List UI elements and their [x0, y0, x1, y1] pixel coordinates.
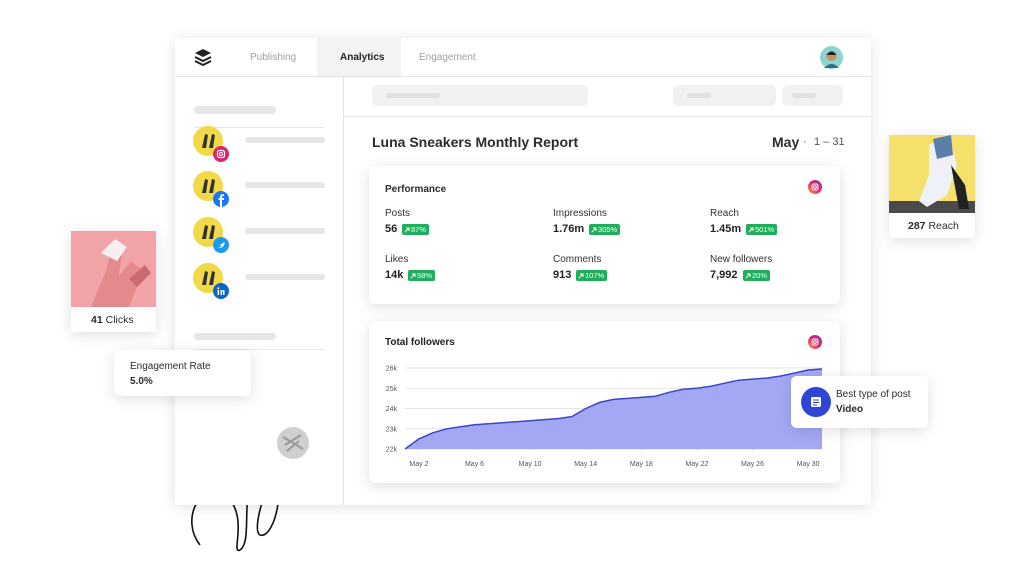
logo: [194, 49, 212, 67]
account-avatar: [193, 263, 229, 299]
divider: [194, 127, 324, 128]
thumbnail: [277, 427, 309, 459]
line: [404, 368, 823, 450]
account-avatar: [193, 126, 229, 162]
skeleton: [782, 85, 843, 106]
nav-tab[interactable]: Analytics: [340, 52, 385, 63]
metric-label: Likes: [385, 254, 409, 265]
metric-value: 14k: [385, 269, 404, 281]
nav-tab[interactable]: Publishing: [250, 52, 297, 63]
metric-value: 7,992: [710, 269, 738, 281]
y-tick-label: 24k: [386, 406, 398, 413]
chart: Total followers 22k 23k 24k 25k 26k May 2 May …: [385, 337, 823, 468]
account-avatar: [193, 171, 229, 207]
post-type-value: Video: [836, 404, 864, 415]
change-value: 305%: [598, 225, 618, 234]
x-tick-label: May 14: [574, 461, 597, 468]
reach-value: 287: [908, 220, 926, 232]
account-avatar: [193, 217, 229, 253]
skeleton: [372, 85, 588, 106]
report-title: Luna Sneakers Monthly Report: [372, 134, 579, 150]
metric-label: Impressions: [553, 208, 607, 219]
performance-card: Performance Posts 56 87% Impressions 1.76m 30…: [369, 166, 840, 304]
instagram-icon: [808, 335, 822, 349]
metric-value: 1.76m: [553, 223, 585, 235]
active-tab-bg: [317, 38, 401, 76]
clicks-label: Clicks: [105, 314, 134, 326]
skeleton: [245, 182, 325, 188]
chart-title: Total followers: [385, 337, 455, 348]
post-type-card: Best type of post Video: [791, 376, 928, 428]
arrow-up-icon: [404, 227, 410, 233]
change-value: 501%: [755, 225, 775, 234]
top-nav: Publishing Analytics Engagement: [175, 38, 871, 77]
y-tick-label: 22k: [386, 447, 398, 454]
arrow-up-icon: [748, 227, 754, 233]
x-tick-label: May 26: [741, 461, 764, 468]
arrow-up-icon: [578, 273, 584, 279]
photo: [71, 231, 156, 307]
divider: [194, 349, 324, 350]
change-value: 20%: [752, 271, 768, 280]
sidebar: [175, 77, 344, 505]
change-badge: 87%: [402, 224, 430, 235]
clicks-value: 41: [91, 314, 103, 326]
nav-tab[interactable]: Engagement: [419, 52, 476, 63]
change-badge: 305%: [589, 224, 621, 235]
x-tick-label: May 30: [797, 461, 820, 468]
card-title: Performance: [385, 184, 447, 195]
engagement-card: Engagement Rate 5.0%: [114, 350, 251, 396]
change-badge: 58%: [408, 270, 436, 281]
skeleton: [245, 137, 325, 143]
skeleton: [245, 274, 325, 280]
metric-value: 56: [385, 223, 398, 235]
x-tick-label: May 6: [465, 461, 484, 468]
area: [405, 369, 822, 449]
engagement-value: 5.0%: [130, 376, 153, 387]
metric-label: Comments: [553, 254, 602, 265]
x-tick-label: May 22: [685, 461, 708, 468]
metric-label: Reach: [710, 208, 739, 219]
clicks: 41 Clicks: [91, 314, 134, 326]
reach-card: 287 Reach: [889, 135, 975, 238]
arrow-up-icon: [410, 273, 416, 279]
skeleton: [194, 333, 276, 340]
arrow-up-icon: [745, 273, 751, 279]
instagram-icon: [808, 180, 822, 194]
post-type-label: Best type of post: [836, 389, 911, 400]
skeleton: [673, 85, 776, 106]
change-badge: 107%: [576, 270, 608, 281]
report-month: May: [772, 134, 800, 150]
y-tick-label: 26k: [386, 366, 398, 373]
x-tick-label: May 2: [409, 461, 428, 468]
change-value: 87%: [411, 225, 427, 234]
engagement-label: Engagement Rate: [130, 361, 211, 372]
change-value: 58%: [417, 271, 433, 280]
skeleton: [245, 228, 325, 234]
y-tick-label: 23k: [386, 426, 398, 433]
reach: 287 Reach: [908, 220, 959, 232]
reach-label: Reach: [928, 220, 959, 232]
followers-card: Total followers 22k 23k 24k 25k 26k May 2 May …: [369, 321, 840, 483]
metric-label: Posts: [385, 208, 411, 219]
change-badge: 501%: [746, 224, 778, 235]
report-range: 1 – 31: [814, 136, 845, 148]
change-value: 107%: [585, 271, 605, 280]
x-tick-label: May 18: [630, 461, 653, 468]
y-tick-label: 25k: [386, 386, 398, 393]
divider: [343, 116, 871, 117]
dot: ·: [803, 136, 807, 148]
clicks-card: 41 Clicks: [71, 231, 156, 332]
user-avatar[interactable]: [820, 46, 843, 69]
metric-value: 913: [553, 269, 572, 281]
skeleton: [194, 106, 276, 114]
change-badge: 20%: [743, 270, 771, 281]
x-tick-label: May 10: [519, 461, 542, 468]
post-icon: [801, 387, 831, 417]
metric-value: 1.45m: [710, 223, 742, 235]
metric-label: New followers: [710, 254, 773, 265]
arrow-up-icon: [591, 227, 597, 233]
photo: [889, 135, 975, 213]
